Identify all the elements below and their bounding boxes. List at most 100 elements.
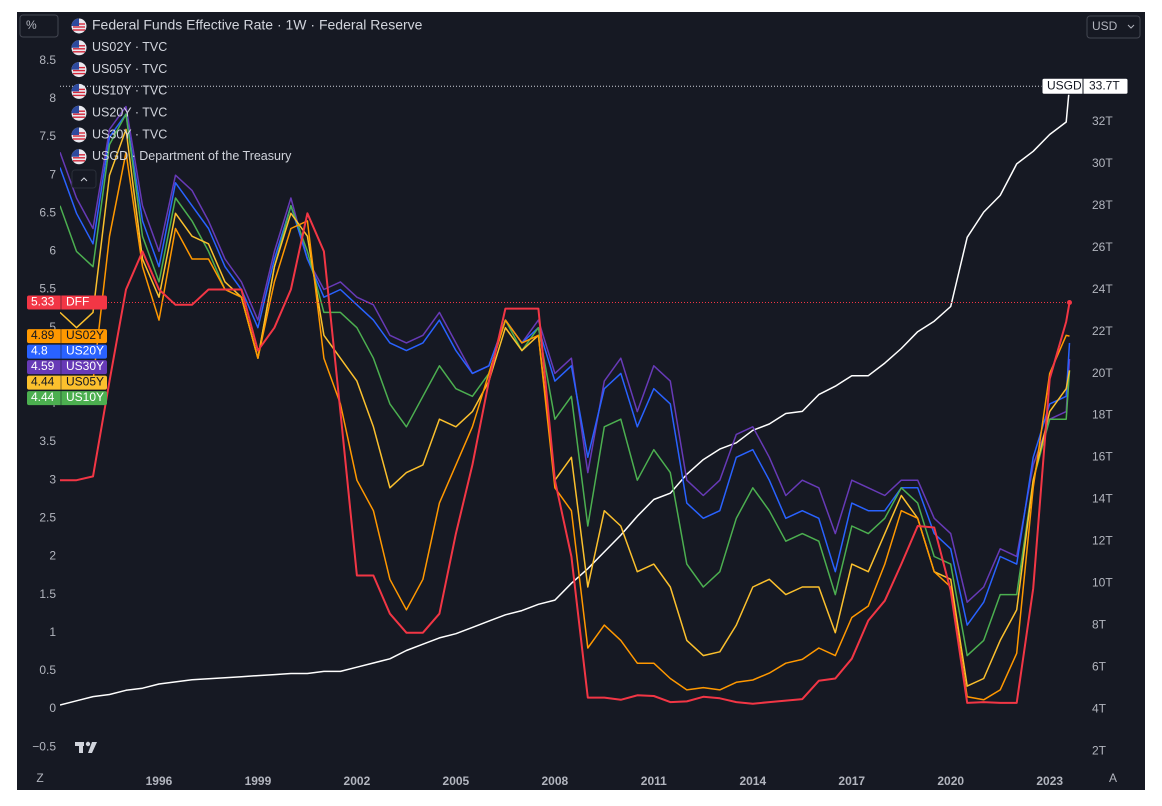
y-tick-label: 1 (49, 625, 56, 639)
series-line (60, 151, 1070, 701)
y2-tick-label: 26T (1092, 240, 1113, 254)
currency-box[interactable] (1086, 15, 1141, 39)
flag-canton[interactable] (71, 127, 80, 136)
y2-tick-label: 16T (1092, 450, 1113, 464)
series-line (60, 105, 1071, 603)
y-tick-label: 6.5 (39, 205, 56, 219)
y-tick-label: 3 (49, 472, 56, 486)
y-tick-label: 8.5 (39, 53, 56, 67)
x-tick-label: 1999 (245, 774, 272, 788)
y2-tick-label: 14T (1092, 492, 1113, 506)
x-tick-label: 2017 (838, 774, 865, 788)
y-tick-label: 5.5 (39, 282, 56, 296)
flag-canton[interactable] (71, 105, 80, 114)
series-line (60, 86, 1071, 706)
legend-item[interactable]: Federal Funds Effective Rate · 1W · Fede… (71, 17, 423, 34)
price-tag (27, 329, 107, 344)
price-tag (27, 295, 107, 310)
price-tag-value: 4.59 (31, 359, 55, 373)
flag-canton[interactable] (71, 149, 80, 157)
price-tag-value: 4.44 (31, 375, 55, 389)
series-line (60, 113, 1071, 626)
plot-area (60, 86, 1073, 706)
y-tick-label: 1.5 (39, 587, 56, 601)
scale-button[interactable]: A (1109, 771, 1117, 785)
flag-canton[interactable] (71, 62, 80, 70)
series-line (60, 212, 1071, 705)
flag-canton[interactable] (71, 40, 80, 48)
y2-tick-label: 28T (1092, 198, 1113, 212)
scale-button[interactable]: Z (36, 771, 43, 785)
price-tag (27, 360, 107, 375)
x-tick-label: 1996 (146, 774, 173, 788)
legend-label[interactable]: US02Y · TVC (92, 40, 167, 54)
y2-tick-label: 20T (1092, 366, 1113, 380)
y-tick-label: 7.5 (39, 129, 56, 143)
price-tag-name: US05Y (66, 375, 104, 389)
x-tick-label: 2023 (1036, 774, 1063, 788)
price-tag-name: US10Y (66, 390, 104, 404)
collapse-icon[interactable] (80, 177, 88, 182)
price-tag-name: DFF (66, 295, 89, 309)
x-tick-label: 2002 (344, 774, 371, 788)
unit-box[interactable] (19, 14, 59, 38)
price-tag (1041, 77, 1129, 95)
y2-tick-label: 6T (1092, 659, 1107, 673)
price-tag-value: 4.89 (31, 328, 55, 342)
flag-canton[interactable] (71, 18, 80, 27)
y2-tick-label: 2T (1092, 743, 1107, 757)
x-tick-label: 2005 (443, 774, 470, 788)
y-tick-label: 6 (49, 244, 56, 258)
y2-tick-label: 30T (1092, 156, 1113, 170)
price-tag (27, 344, 107, 359)
y-tick-label: 5 (49, 320, 56, 334)
price-tag-value: 4.8 (31, 344, 48, 358)
x-tick-label: 2014 (739, 774, 766, 788)
y2-tick-label: 4T (1092, 701, 1107, 715)
legend-label[interactable]: Federal Funds Effective Rate · 1W · Fede… (92, 17, 423, 33)
y-tick-label: 8 (49, 91, 56, 105)
y-tick-label: −0.5 (32, 739, 56, 753)
y-tick-label: 7 (49, 167, 56, 181)
legend-collapse[interactable] (71, 169, 97, 189)
y-tick-label: 2.5 (39, 511, 56, 525)
y2-tick-label: 24T (1092, 282, 1113, 296)
legend-label[interactable]: US05Y · TVC (92, 62, 167, 76)
flag-canton[interactable] (71, 83, 80, 92)
price-tag-value: 4.44 (31, 390, 55, 404)
currency-label[interactable]: USD (1092, 19, 1118, 33)
y-tick-label: 0 (49, 701, 56, 715)
legend-label[interactable]: US20Y · TVC (92, 105, 167, 119)
price-tag-name: USGD (1047, 78, 1082, 92)
price-tag (27, 375, 107, 390)
y2-tick-label: 12T (1092, 534, 1113, 548)
unit-label[interactable]: % (26, 18, 37, 32)
chart-background (17, 12, 1145, 790)
x-tick-label: 2011 (641, 774, 667, 788)
series-line (60, 128, 1071, 687)
legend-label[interactable]: US10Y · TVC (92, 84, 167, 98)
dropdown-arrow[interactable] (1127, 24, 1135, 29)
price-tag-name: US02Y (66, 328, 104, 342)
legend-item[interactable]: US20Y · TVC (71, 105, 168, 121)
legend-item[interactable]: US10Y · TVC (71, 83, 168, 99)
x-tick-label: 2008 (542, 774, 569, 788)
last-value-dot (1067, 300, 1073, 306)
legend-label[interactable]: US30Y · TVC (92, 127, 167, 141)
x-tick-label: 2020 (937, 774, 964, 788)
logo (75, 741, 97, 753)
legend-item[interactable]: US05Y · TVC (71, 62, 168, 78)
legend-item[interactable]: US30Y · TVC (71, 127, 168, 143)
price-tag-value: 33.7T (1089, 78, 1120, 92)
legend-label[interactable]: USGD · Department of the Treasury (92, 149, 292, 163)
y2-tick-label: 18T (1092, 408, 1113, 422)
y2-tick-label: 10T (1092, 576, 1113, 590)
legend-item[interactable]: US02Y · TVC (71, 40, 168, 56)
price-tag-name: US20Y (66, 344, 104, 358)
legend-item[interactable]: USGD · Department of the Treasury (71, 149, 293, 165)
y-tick-label: 0.5 (39, 663, 56, 677)
price-tag-name: US30Y (66, 359, 104, 373)
y2-tick-label: 8T (1092, 617, 1107, 631)
